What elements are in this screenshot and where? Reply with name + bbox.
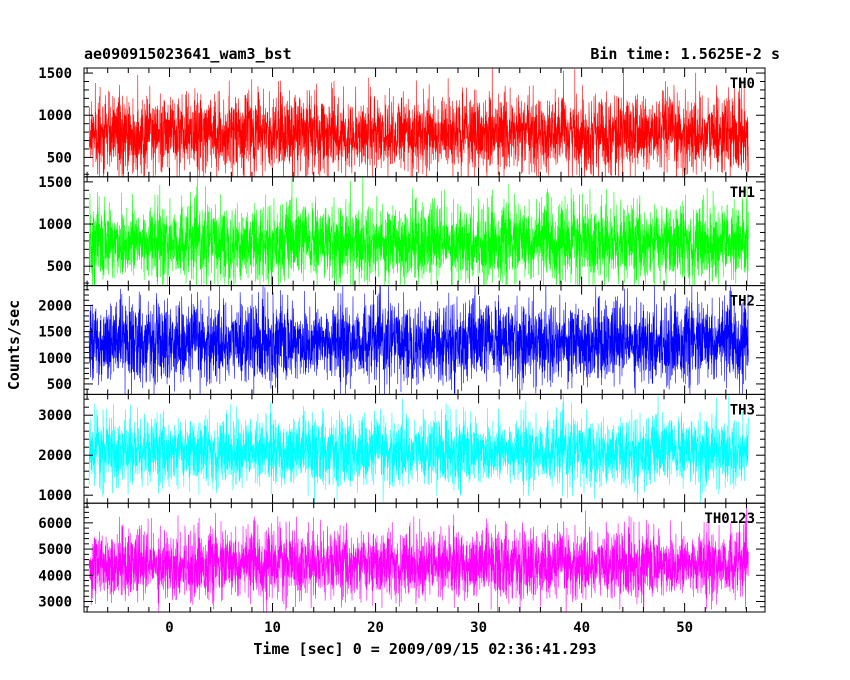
y-tick-label: 2000 — [38, 448, 72, 464]
x-axis-label: Time [sec] 0 = 2009/09/15 02:36:41.293 — [253, 640, 596, 658]
y-tick-label: 5000 — [38, 542, 72, 558]
series-line-th0123 — [88, 503, 749, 613]
x-tick-label: 0 — [165, 620, 173, 636]
y-tick-label: 1000 — [38, 217, 72, 233]
y-tick-label: 1500 — [38, 325, 72, 341]
x-tick-label: 20 — [367, 620, 384, 636]
x-tick-label: 40 — [573, 620, 590, 636]
chart-title: ae090915023641_wam3_bst — [84, 45, 292, 63]
y-tick-label: 1000 — [38, 351, 72, 367]
panel-th0: 500 1000 1500 TH0 — [38, 66, 766, 178]
y-tick-label: 500 — [47, 150, 72, 166]
panels-group: 500 1000 1500 TH0 500 1000 1500 TH1 500 1000 1500 2… — [38, 66, 766, 613]
panel-label-th2: TH2 — [730, 294, 755, 310]
x-tick-label: 50 — [676, 620, 693, 636]
y-tick-label: 2000 — [38, 298, 72, 314]
x-axis: 0 10 20 30 40 50 — [165, 620, 693, 636]
panel-label-th0123: TH0123 — [704, 511, 755, 527]
y-axis-label: Counts/sec — [5, 300, 23, 390]
panel-label-th0: TH0 — [730, 76, 755, 92]
y-tick-label: 1000 — [38, 488, 72, 504]
x-tick-label: 30 — [470, 620, 487, 636]
panel-th3: 1000 2000 3000 TH3 — [38, 393, 766, 504]
series-line-th2 — [88, 285, 749, 395]
y-tick-label: 3000 — [38, 408, 72, 424]
y-tick-label: 1000 — [38, 108, 72, 124]
panel-th0123: 3000 4000 5000 6000 TH0123 — [38, 502, 766, 613]
panel-frame — [83, 502, 766, 613]
bin-time-label: Bin time: 1.5625E-2 s — [590, 45, 780, 63]
series-line-th1 — [88, 176, 749, 286]
y-tick-label: 500 — [47, 259, 72, 275]
y-tick-label: 500 — [47, 377, 72, 393]
y-tick-label: 1500 — [38, 175, 72, 191]
y-tick-label: 3000 — [38, 595, 72, 611]
panel-label-th3: TH3 — [730, 402, 755, 418]
panel-th2: 500 1000 1500 2000 TH2 — [38, 285, 766, 395]
panel-label-th1: TH1 — [730, 185, 755, 201]
x-tick-label: 10 — [264, 620, 281, 636]
panel-th1: 500 1000 1500 TH1 — [38, 175, 766, 287]
y-tick-label: 6000 — [38, 516, 72, 532]
y-tick-label: 1500 — [38, 66, 72, 82]
series-line-th3 — [88, 395, 749, 504]
series-line-th0 — [88, 68, 749, 177]
y-tick-label: 4000 — [38, 568, 72, 584]
